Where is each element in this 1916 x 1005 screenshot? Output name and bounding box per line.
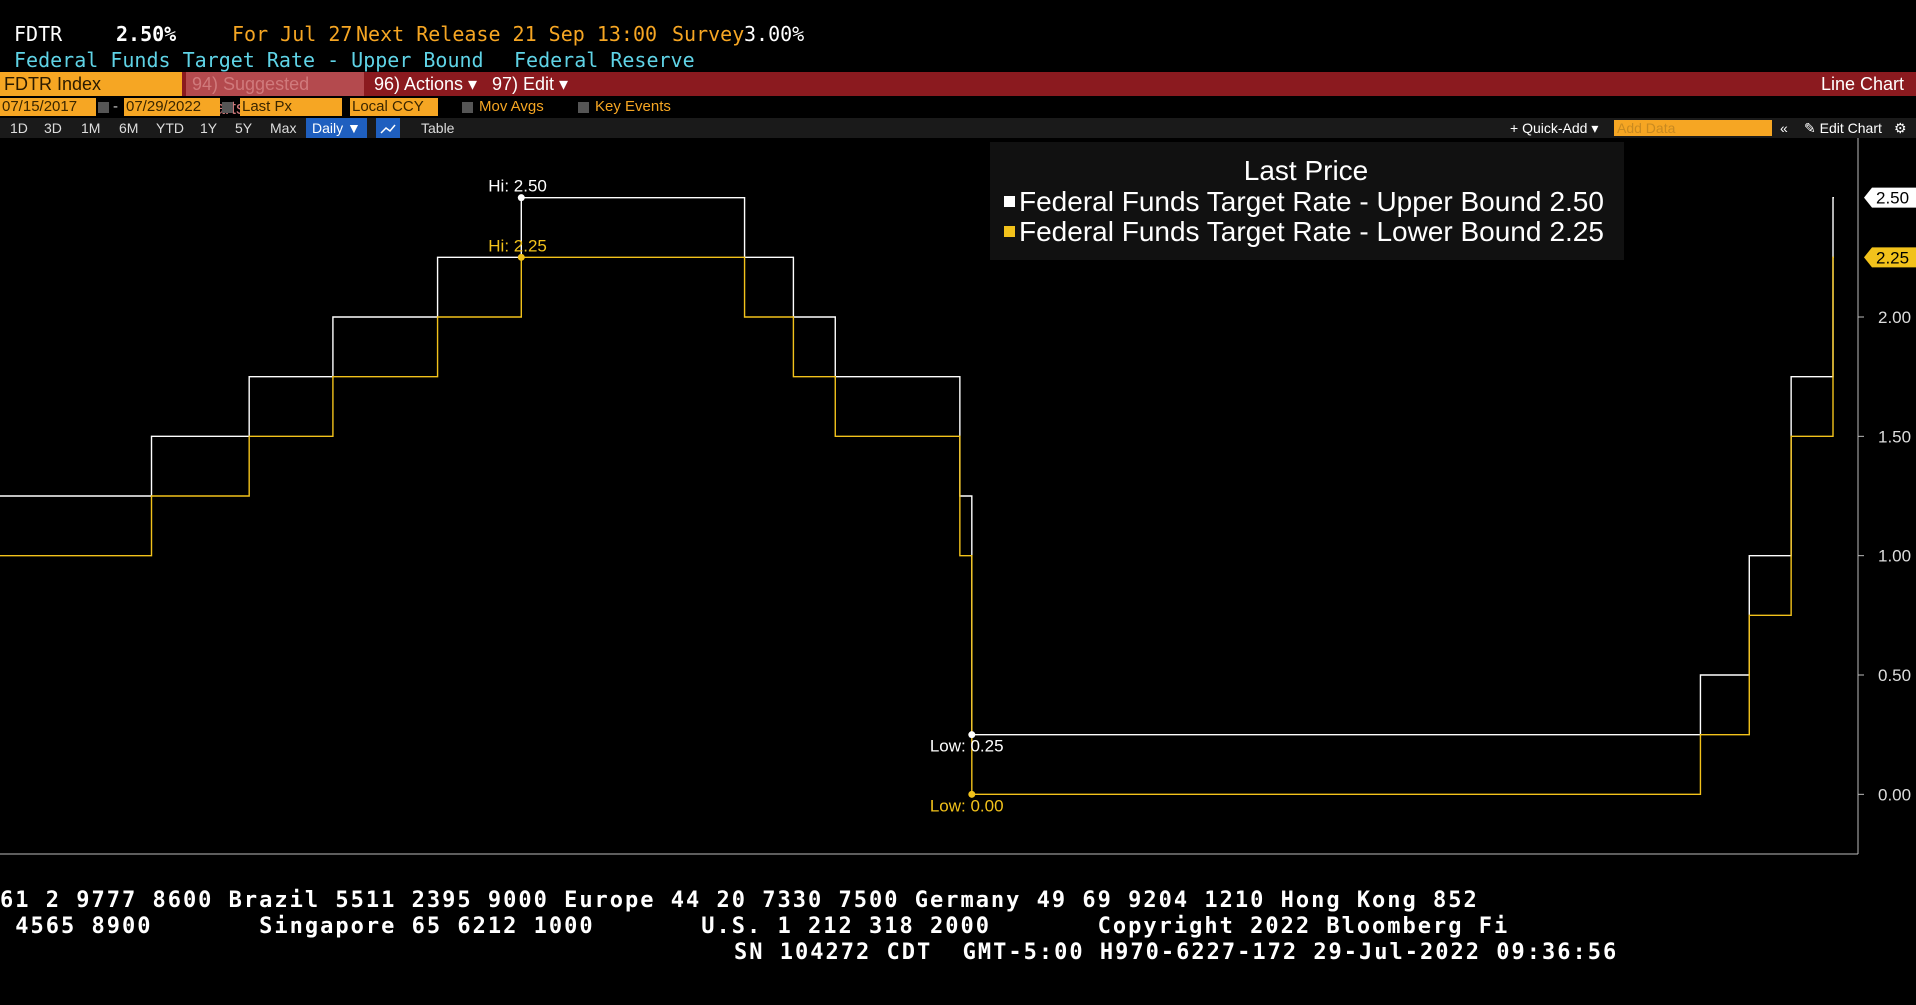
for-date: For Jul 27 [232,22,353,46]
annotation-label: Hi: 2.50 [488,177,547,196]
last-value-tag-lower: 2.25 [1864,247,1916,267]
period-1d[interactable]: 1D [10,120,28,136]
currency-select[interactable]: Local CCY [350,98,438,116]
series-lower-line [0,256,1834,796]
chart-controls: 07/15/2017 - 07/29/2022 Last Px Local CC… [0,98,1916,118]
footer-session-line: SN 104272 CDT GMT-5:00 H970-6227-172 29-… [734,940,1619,965]
period-6m[interactable]: 6M [119,120,139,136]
chart-series [0,196,1834,796]
legend-box [990,142,1624,260]
period-ytd[interactable]: YTD [156,120,184,136]
period-max[interactable]: Max [270,120,297,136]
ticker: FDTR [14,22,63,46]
annotation-label: Low: 0.25 [930,737,1004,756]
last-value-tag-upper: 2.50 [1864,187,1916,208]
mov-avgs-label: Mov Avgs [479,98,544,115]
annotation-marker [517,194,525,202]
period-5y[interactable]: 5Y [235,120,253,136]
legend-last-lower: 2.25 [1549,216,1604,247]
mov-avgs-checkbox[interactable] [462,102,473,113]
y-tick-label: 1.50 [1878,427,1911,446]
last-value-tag-label: 2.50 [1876,189,1909,208]
edit-chart-button[interactable]: ✎ Edit Chart [1804,120,1882,136]
gear-icon[interactable]: ⚙ [1894,120,1907,136]
quick-add-button[interactable]: + Quick-Add ▾ [1510,120,1599,136]
key-events-label: Key Events [595,98,671,115]
footer-contacts-line1: 61 2 9777 8600 Brazil 5511 2395 9000 Eur… [0,888,1479,913]
annotation-label: Hi: 2.25 [488,236,547,255]
actions-menu[interactable]: 96) Actions ▾ [374,74,478,94]
period-1y[interactable]: 1Y [200,120,218,136]
frequency-select[interactable]: Daily ▼ [306,118,367,138]
start-date-field[interactable]: 07/15/2017 [0,98,96,116]
chart-legend: Last Price Federal Funds Target Rate - U… [990,142,1624,260]
survey-label: Survey [672,22,745,46]
chart-axes: 2.001.501.000.500.0020172018201920202021… [0,138,1916,855]
y-tick-label: 2.00 [1878,308,1911,327]
footer-contacts-line2: 4565 8900 Singapore 65 6212 1000 U.S. 1 … [0,914,1510,939]
period-3d[interactable]: 3D [44,120,62,136]
legend-name-lower: Federal Funds Target Rate - Lower Bound [1019,216,1541,247]
table-button[interactable]: Table [421,120,455,136]
date-dash: - [113,98,118,115]
last-value-tag-shape [1864,247,1916,268]
edit-menu[interactable]: 97) Edit ▾ [492,74,569,94]
annotation-marker [517,253,525,261]
series-upper-line [0,196,1834,736]
calendar-icon[interactable] [98,102,109,113]
price-field-select[interactable]: Last Px [240,98,342,116]
legend-entry-upper: Federal Funds Target Rate - Upper Bound 2… [1019,186,1604,217]
legend-entry-lower: Federal Funds Target Rate - Lower Bound 2… [1019,216,1604,247]
period-bar: 1D 3D 1M 6M YTD 1Y 5Y Max Daily ▼ Table … [0,118,1916,138]
y-tick-label: 1.00 [1878,547,1911,566]
calendar-icon[interactable] [222,102,233,113]
legend-swatch-lower [1004,226,1015,237]
security-input[interactable]: FDTR Index [0,72,182,96]
period-1m[interactable]: 1M [81,120,101,136]
legend-name-upper: Federal Funds Target Rate - Upper Bound [1019,186,1541,217]
annotation-marker [968,731,976,739]
legend-last-upper: 2.50 [1549,186,1604,217]
chart-annotations: Hi: 2.50 Hi: 2.25 Low: 0.25 Low: 0.00 [488,177,1003,816]
line-style-icon[interactable] [376,118,400,138]
y-tick-label: 0.50 [1878,666,1911,685]
chart-type-label[interactable]: Line Chart [1820,74,1904,94]
legend-title: Last Price [1244,155,1369,186]
key-events-checkbox[interactable] [578,102,589,113]
survey-value: 3.00% [744,22,805,46]
add-data-input[interactable]: Add Data [1614,120,1772,136]
menu-bar: FDTR Index 94) Suggested Charts 96) Acti… [0,72,1916,118]
y-tick-label: 0.00 [1878,785,1911,804]
security-name: Federal Funds Target Rate - Upper Bound [14,48,484,72]
last-value-tag-label: 2.25 [1876,248,1909,267]
end-date-field[interactable]: 07/29/2022 [124,98,220,116]
current-value: 2.50% [116,22,177,46]
annotation-marker [968,790,976,798]
last-value-tag-shape [1864,187,1916,208]
annotation-label: Low: 0.00 [930,796,1004,815]
next-release: Next Release 21 Sep 13:00 [356,22,658,46]
collapse-button[interactable]: « [1780,120,1788,136]
legend-swatch-upper [1004,196,1015,207]
security-source: Federal Reserve [514,48,695,72]
suggested-charts-button[interactable]: 94) Suggested Charts [186,72,364,118]
